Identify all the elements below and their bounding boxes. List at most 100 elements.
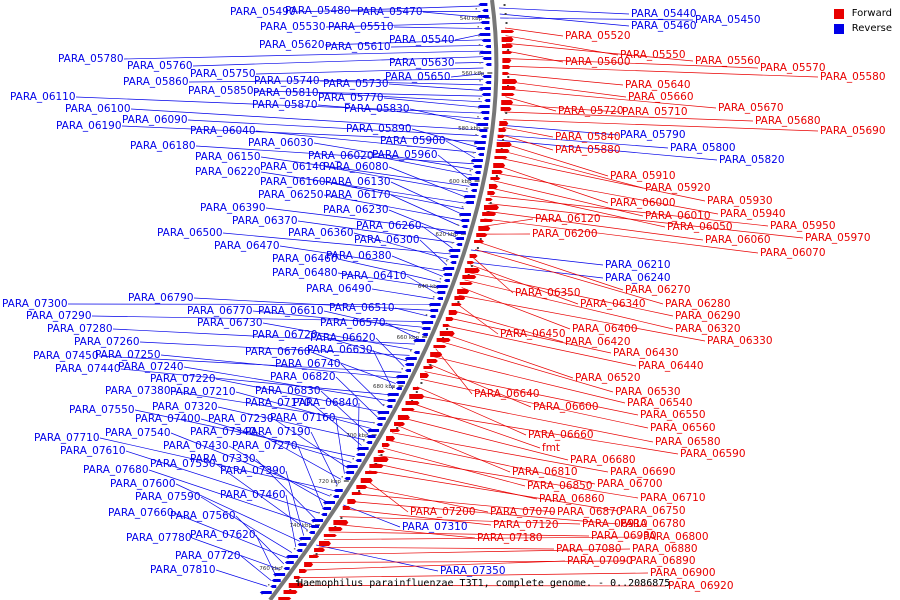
legend-label: Reverse — [851, 23, 892, 34]
forward-gene-feature — [487, 191, 496, 195]
connector-line — [200, 418, 352, 463]
connector-line — [295, 5, 480, 13]
map-caption: Haemophilus parainfluenzae T3T1, complet… — [297, 578, 671, 589]
reverse-gene-feature — [484, 99, 491, 102]
gene-label: PARA_07560 — [170, 510, 236, 522]
reverse-gene-feature — [443, 273, 453, 276]
backbone-dot — [477, 116, 479, 118]
connector-line — [383, 97, 482, 108]
connector-line — [501, 134, 554, 151]
gene-label: PARA_07240 — [118, 361, 184, 373]
forward-gene-feature — [501, 37, 514, 42]
gene-label: PARA_05550 — [620, 49, 686, 61]
forward-gene-feature — [448, 310, 458, 315]
forward-gene-feature — [454, 296, 466, 300]
connector-line — [390, 194, 460, 227]
connector-line — [121, 125, 478, 142]
reverse-gene-feature — [321, 513, 328, 516]
connector-line — [297, 220, 455, 244]
backbone-dot — [478, 35, 480, 37]
reverse-gene-feature — [367, 429, 380, 432]
gene-label: PARA_06810 — [512, 466, 578, 478]
forward-gene-feature — [394, 422, 406, 426]
tick-label: 700 kbp — [346, 433, 369, 439]
forward-gene-feature — [502, 72, 510, 75]
forward-gene-feature — [493, 163, 506, 168]
connector-line — [260, 171, 466, 204]
backbone-dot — [477, 107, 480, 109]
backbone-dot — [476, 247, 479, 249]
reverse-gene-feature — [429, 309, 439, 312]
backbone-dot — [446, 328, 449, 330]
backbone-dot — [479, 62, 481, 64]
backbone-dot — [479, 53, 481, 55]
connector-line — [191, 537, 280, 570]
reverse-gene-feature — [428, 303, 441, 306]
gene-label: PARA_07300 — [2, 298, 68, 310]
forward-gene-feature — [309, 555, 320, 558]
connector-line — [388, 83, 483, 91]
gene-label: PARA_06880 — [632, 543, 698, 555]
gene-label: PARA_05800 — [670, 142, 736, 154]
forward-gene-feature — [501, 100, 514, 105]
reverse-gene-feature — [421, 333, 428, 336]
connector-line — [488, 203, 804, 239]
tick-label: 760 kbp — [259, 566, 282, 572]
connector-line — [335, 376, 378, 418]
backbone-dot — [392, 386, 394, 388]
reverse-gene-feature — [467, 177, 480, 180]
gene-label: PARA_06160 — [260, 176, 326, 188]
gene-label: PARA_06570 — [320, 317, 386, 329]
gene-label: PARA_05580 — [820, 71, 886, 83]
gene-label: PARA_07550 — [69, 404, 135, 416]
forward-gene-feature — [459, 282, 473, 285]
reverse-gene-feature — [470, 159, 483, 162]
gene-label: PARA_06700 — [597, 478, 663, 490]
gene-label: PARA_07070 — [490, 506, 556, 518]
gene-label: PARA_05910 — [610, 170, 676, 182]
backbone-dot — [306, 530, 308, 532]
connector-line — [307, 560, 629, 563]
forward-gene-feature — [501, 44, 513, 48]
gene-label: PARA_06040 — [190, 125, 256, 137]
reverse-gene-feature — [366, 441, 373, 444]
forward-gene-feature — [496, 142, 512, 147]
connector-line — [112, 328, 415, 345]
connector-line — [454, 33, 483, 41]
gene-label: PARA_06850 — [527, 480, 593, 492]
gene-label: PARA_05460 — [631, 20, 697, 32]
forward-gene-feature — [293, 576, 301, 579]
connector-line — [98, 355, 402, 373]
reverse-gene-feature — [461, 225, 468, 228]
connector-line — [335, 417, 345, 474]
reverse-gene-feature — [478, 87, 491, 90]
gene-label: PARA_05490 — [230, 6, 296, 18]
tick-label: 660 kbp — [397, 335, 420, 341]
forward-gene-feature — [412, 387, 420, 390]
reverse-gene-feature — [480, 21, 490, 24]
connector-line — [400, 417, 569, 461]
connector-line — [134, 409, 355, 458]
gene-label: PARA_05630 — [389, 57, 455, 69]
backbone-dot — [401, 368, 403, 370]
connector-line — [420, 378, 649, 429]
backbone-dot — [439, 278, 442, 280]
connector-line — [406, 275, 437, 294]
gene-label: PARA_06830 — [255, 385, 321, 397]
forward-gene-feature — [373, 457, 389, 462]
gene-label: PARA_06660 — [528, 429, 594, 441]
reverse-gene-feature — [481, 39, 491, 42]
reverse-gene-feature — [404, 357, 417, 360]
connector-line — [472, 256, 514, 294]
forward-gene-feature — [464, 268, 480, 273]
gene-label: PARA_05530 — [260, 21, 326, 33]
backbone-dot — [472, 152, 475, 154]
gene-label: PARA_07400 — [135, 413, 201, 425]
gene-label: PARA_05970 — [805, 232, 871, 244]
backbone-dot — [461, 206, 464, 208]
connector-line — [273, 418, 349, 469]
backbone-dot — [476, 17, 479, 19]
reverse-gene-feature — [485, 81, 492, 84]
gene-label: PARA_07430 — [163, 440, 229, 452]
